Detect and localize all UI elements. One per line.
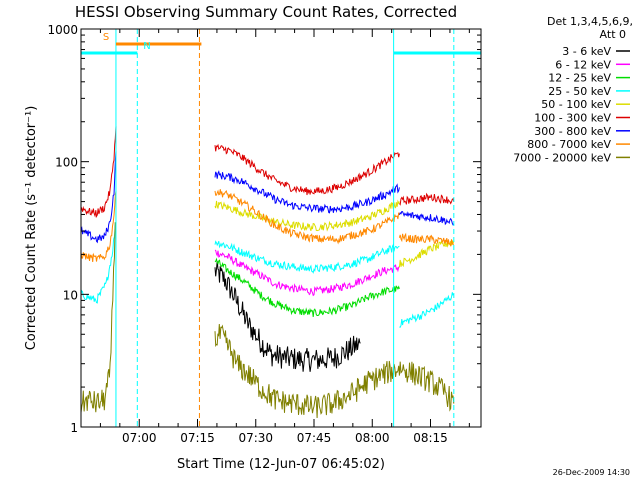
- plot-content: SN: [81, 29, 481, 427]
- legend-label-7: 800 - 7000 keV: [527, 138, 611, 151]
- flag-label-0: S: [103, 32, 109, 43]
- timestamp-stamp: 26-Dec-2009 14:30: [553, 468, 630, 477]
- series-line-0-segment-0: [214, 260, 361, 372]
- x-tick-label-4: 08:00: [355, 431, 390, 445]
- axes: 07:00 07:15 07:30 07:45 08:00 08:15 1 10 100 1000: [47, 23, 481, 445]
- legend-label-8: 7000 - 20000 keV: [513, 151, 611, 164]
- series-line-5-segment-1: [214, 143, 400, 196]
- series-line-6-segment-2: [398, 211, 455, 226]
- x-tick-label-5: 08:15: [413, 431, 448, 445]
- plot-frame: [80, 28, 482, 428]
- series-line-4-segment-0: [214, 199, 400, 232]
- series-line-7-segment-1: [214, 189, 400, 245]
- x-tick-label-1: 07:15: [180, 431, 215, 445]
- chart-title: HESSI Observing Summary Count Rates, Cor…: [75, 3, 457, 21]
- series-line-3-segment-1: [214, 240, 400, 274]
- series-line-7-segment-2: [398, 232, 455, 247]
- y-axis-label: Corrected Count Rate (s⁻¹ detector⁻¹): [24, 106, 39, 351]
- series-line-1-segment-0: [214, 249, 400, 297]
- y-tick-label-2: 100: [55, 156, 78, 170]
- legend-header-detectors: Det 1,3,4,5,6,9,: [547, 15, 633, 28]
- series-line-7-segment-0: [81, 191, 117, 262]
- x-axis-label: Start Time (12-Jun-07 06:45:02): [177, 457, 385, 472]
- series-line-5-segment-2: [399, 192, 455, 206]
- series-line-2-segment-0: [214, 257, 400, 318]
- legend-label-6: 300 - 800 keV: [534, 125, 611, 138]
- y-tick-label-1: 10: [63, 288, 78, 302]
- x-tick-label-3: 07:45: [297, 431, 332, 445]
- flag-label-1: N: [143, 41, 150, 52]
- y-tick-label-3: 1000: [47, 23, 78, 37]
- y-tick-label-0: 1: [70, 421, 78, 435]
- series-line-8-segment-1: [214, 323, 455, 419]
- series-line-3-segment-0: [81, 222, 117, 304]
- series-line-5-segment-0: [81, 126, 117, 218]
- legend-label-5: 100 - 300 keV: [534, 112, 611, 125]
- legend-label-0: 3 - 6 keV: [562, 45, 611, 58]
- legend-label-4: 50 - 100 keV: [541, 98, 611, 111]
- series-line-6-segment-0: [81, 151, 117, 244]
- legend-label-1: 6 - 12 keV: [555, 58, 611, 71]
- series-line-6-segment-1: [214, 170, 400, 214]
- x-tick-label-2: 07:30: [238, 431, 273, 445]
- series-line-4-segment-1: [398, 240, 455, 268]
- x-tick-label-0: 07:00: [122, 431, 157, 445]
- legend-header-attenuator: Att 0: [600, 28, 626, 41]
- series-line-8-segment-0: [81, 222, 116, 413]
- series-line-3-segment-2: [399, 292, 455, 328]
- legend-label-2: 12 - 25 keV: [548, 72, 611, 85]
- legend-label-3: 25 - 50 keV: [548, 85, 611, 98]
